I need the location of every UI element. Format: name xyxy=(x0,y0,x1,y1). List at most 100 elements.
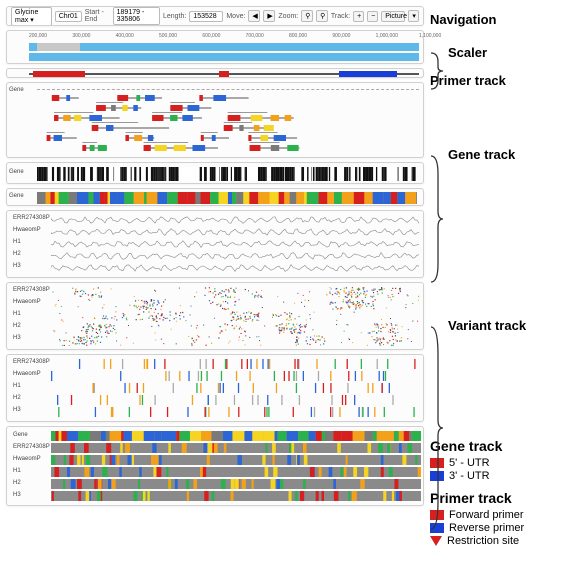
species-value: Glycine max xyxy=(15,9,38,24)
ruler-tick: 600,000 xyxy=(202,33,220,39)
variant-row-label: H2 xyxy=(13,395,21,401)
legend-item: Forward primer xyxy=(430,509,570,521)
primer-segment xyxy=(33,71,85,77)
variant-row-canvas xyxy=(51,358,421,370)
legend-label: Forward primer xyxy=(449,509,524,521)
combined-row-label: H3 xyxy=(13,492,21,498)
gene-model-track: Gene xyxy=(6,82,424,158)
variant-row: H3 xyxy=(11,262,419,274)
variant-row-canvas xyxy=(51,370,421,382)
combined-row-label: HwaeomP xyxy=(13,456,41,462)
combined-row: HwaeomP xyxy=(11,454,419,466)
combined-row-canvas xyxy=(51,431,421,441)
legend-label: 3' - UTR xyxy=(449,470,490,482)
variant-row-canvas xyxy=(51,382,421,394)
side-gene-track-label: Gene track xyxy=(448,147,515,162)
combined-row-label: Gene xyxy=(13,432,28,438)
gene-colorbar-label: Gene xyxy=(9,193,24,199)
chromosome-select[interactable]: Chr01 xyxy=(55,11,82,22)
zoom-in-button[interactable]: ⚲ xyxy=(301,10,313,22)
scaler-ruler: 200,000300,000400,000500,000600,000700,0… xyxy=(29,33,419,41)
variant-row-canvas xyxy=(51,406,421,418)
zoom-out-button[interactable]: ⚲ xyxy=(316,10,328,22)
variant-row: H1 xyxy=(11,310,419,322)
variant-row-canvas xyxy=(51,310,421,322)
length-value: 153528 xyxy=(189,11,223,22)
species-select[interactable]: Glycine max ▾ xyxy=(11,7,52,26)
variant-row: HwaeomP xyxy=(11,298,419,310)
legend-item: Restriction site xyxy=(430,535,570,547)
variant-row-label: H1 xyxy=(13,383,21,389)
scaler-panel: 200,000300,000400,000500,000600,000700,0… xyxy=(6,30,424,64)
legend-item: 5' - UTR xyxy=(430,457,570,469)
brace-icon xyxy=(430,154,444,284)
variant-row: HwaeomP xyxy=(11,226,419,238)
legend-item: Reverse primer xyxy=(430,522,570,534)
primer-segment xyxy=(219,71,229,77)
scaler-window[interactable] xyxy=(37,43,80,51)
variant-track-3: ERR274308P HwaeomP H1 H2 H3 xyxy=(6,354,424,422)
triangle-icon xyxy=(430,536,442,546)
legend-label: Reverse primer xyxy=(449,522,524,534)
track-add-button[interactable]: + xyxy=(353,11,364,22)
variant-row-canvas xyxy=(51,250,421,262)
ruler-tick: 500,000 xyxy=(159,33,177,39)
primer-segment xyxy=(339,71,397,77)
combined-row-canvas xyxy=(51,491,421,501)
move-label: Move: xyxy=(226,13,245,20)
variant-row-label: H3 xyxy=(13,263,21,269)
legend-gene-title: Gene track xyxy=(430,438,570,454)
ruler-tick: 900,000 xyxy=(332,33,350,39)
combined-row-label: H1 xyxy=(13,468,21,474)
variant-row-canvas xyxy=(51,262,421,274)
scaler-bar-top[interactable] xyxy=(29,43,419,51)
side-navigation-label: Navigation xyxy=(430,12,496,27)
variant-row-label: HwaeomP xyxy=(13,299,41,305)
combined-row: H1 xyxy=(11,466,419,478)
legend-item: 3' - UTR xyxy=(430,470,570,482)
variant-row-label: ERR274308P xyxy=(13,359,50,365)
gene-label: Gene xyxy=(9,87,24,93)
track-minus-button[interactable]: − xyxy=(367,11,378,22)
variant-row-label: HwaeomP xyxy=(13,227,41,233)
zoom-label: Zoom: xyxy=(278,13,298,20)
extra-button[interactable]: ▾ xyxy=(408,10,419,22)
ruler-tick: 800,000 xyxy=(289,33,307,39)
combined-row-canvas xyxy=(51,467,421,477)
range-input[interactable]: 189179 - 335806 xyxy=(113,7,160,25)
move-left-button[interactable]: ◀ xyxy=(248,10,260,22)
variant-track-2: ERR274308P HwaeomP H1H2 H3 xyxy=(6,282,424,350)
variant-row: H2 xyxy=(11,250,419,262)
move-right-button[interactable]: ▶ xyxy=(263,10,275,22)
variant-row: ERR274308P xyxy=(11,358,419,370)
gene-axis xyxy=(37,89,419,90)
combined-track: Gene ERR274308P HwaeomP H1 H2 H3 xyxy=(6,426,424,506)
variant-row-label: ERR274308P xyxy=(13,287,50,293)
variant-row: H2 xyxy=(11,394,419,406)
variant-row-label: H3 xyxy=(13,335,21,341)
scaler-bar-bottom[interactable] xyxy=(29,53,419,61)
combined-row: Gene xyxy=(11,430,419,442)
ruler-tick: 200,000 xyxy=(29,33,47,39)
variant-row-label: ERR274308P xyxy=(13,215,50,221)
combined-row: H2 xyxy=(11,478,419,490)
variant-row: H3 xyxy=(11,334,419,346)
primer-track xyxy=(6,68,424,78)
variant-row-label: H2 xyxy=(13,251,21,257)
combined-row-canvas xyxy=(51,479,421,489)
variant-row-canvas xyxy=(51,238,421,250)
variant-row-label: H1 xyxy=(13,239,21,245)
combined-row: ERR274308P xyxy=(11,442,419,454)
variant-row-canvas xyxy=(51,394,421,406)
variant-row-label: H2 xyxy=(13,323,21,329)
brace-icon xyxy=(430,325,444,531)
variant-row: H3 xyxy=(11,406,419,418)
ruler-tick: 300,000 xyxy=(72,33,90,39)
side-variant-track-label: Variant track xyxy=(448,318,526,333)
variant-row-canvas xyxy=(51,286,421,298)
picture-button[interactable]: Picture xyxy=(381,11,405,22)
legend: Gene track 5' - UTR3' - UTR Primer track… xyxy=(430,430,570,548)
variant-row-label: HwaeomP xyxy=(13,371,41,377)
variant-row-canvas xyxy=(51,214,421,226)
variant-row: H1 xyxy=(11,238,419,250)
